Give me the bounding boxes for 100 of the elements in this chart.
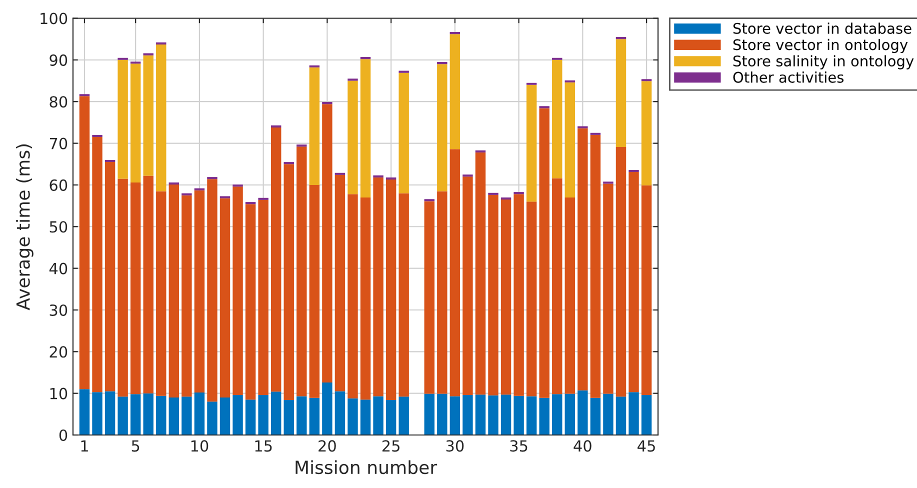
bar [628, 172, 639, 392]
bar [348, 194, 358, 398]
bar [641, 185, 652, 395]
bar [322, 104, 332, 382]
bar [168, 397, 180, 436]
bar [628, 392, 639, 436]
bar [398, 396, 409, 436]
bar [564, 394, 576, 436]
bar [156, 44, 166, 192]
bar [322, 382, 332, 436]
x-tick-label: 15 [255, 440, 272, 452]
bar [360, 400, 371, 436]
bar [386, 180, 396, 400]
bar [616, 147, 626, 397]
bar [603, 184, 614, 394]
x-tick-label: 10 [191, 440, 208, 452]
bar [156, 191, 166, 396]
legend-label: Store vector in database [733, 22, 912, 34]
bar [539, 398, 550, 436]
bar [462, 394, 473, 436]
bar [526, 84, 537, 202]
x-tick-label: 5 [132, 440, 140, 452]
bar [118, 396, 128, 436]
x-tick-label: 1 [81, 440, 88, 452]
bar [92, 392, 102, 436]
bar [143, 55, 154, 176]
bar [258, 200, 268, 395]
bar [424, 201, 434, 394]
bar [182, 195, 192, 397]
bar [360, 197, 371, 400]
bar [539, 108, 550, 398]
bar [450, 149, 460, 396]
bar [488, 194, 498, 396]
bar [270, 127, 282, 392]
bar [641, 81, 652, 186]
y-tick-label: 30 [50, 304, 68, 316]
bar [386, 177, 396, 180]
bar [552, 178, 562, 394]
bar [104, 162, 116, 392]
bar [92, 137, 102, 392]
bar [450, 34, 460, 150]
bar [500, 394, 512, 436]
bar [207, 402, 218, 436]
bar [309, 184, 320, 398]
bar [424, 394, 434, 436]
bar [168, 182, 180, 185]
x-tick-label: 35 [510, 440, 528, 452]
bar [309, 398, 320, 436]
legend-label: Store salinity in ontology [733, 55, 914, 70]
bar [194, 392, 205, 436]
bar [348, 398, 358, 436]
bar [475, 152, 486, 395]
bar [462, 176, 473, 395]
bar [578, 390, 588, 436]
bar [143, 393, 154, 436]
bar [156, 396, 166, 436]
y-tick-label: 0 [59, 429, 68, 442]
bar [616, 39, 626, 148]
bar [437, 394, 448, 436]
bar [309, 67, 320, 185]
bar [373, 177, 384, 396]
y-tick-label: 50 [50, 221, 68, 233]
bar [360, 59, 371, 198]
y-tick-label: 60 [50, 179, 68, 191]
bar [168, 184, 180, 398]
bar [296, 146, 307, 396]
bar [245, 400, 256, 436]
legend-label: Store vector in ontology [733, 38, 908, 54]
bar [500, 200, 512, 395]
bar [220, 397, 230, 436]
bar [118, 178, 128, 397]
bar [628, 170, 639, 172]
bar [514, 194, 524, 396]
y-tick-label: 80 [50, 96, 68, 108]
y-tick-label: 100 [40, 12, 68, 24]
bar [373, 396, 384, 436]
y-tick-label: 90 [50, 54, 68, 66]
y-tick-label: 70 [50, 138, 68, 150]
y-axis-title: Average time (ms) [16, 144, 34, 310]
bar [552, 60, 562, 178]
bar [270, 392, 282, 436]
bar [514, 396, 524, 436]
bar [578, 128, 588, 390]
bar [450, 396, 460, 436]
bar [182, 396, 192, 436]
bar [475, 394, 486, 436]
bar [552, 394, 562, 436]
bar [92, 134, 102, 138]
x-tick-label: 25 [382, 440, 400, 452]
bar [194, 190, 205, 392]
bar [386, 400, 396, 436]
bar [398, 72, 409, 194]
bar [526, 396, 537, 436]
bar [641, 394, 652, 436]
x-tick-label: 40 [574, 440, 592, 452]
bar [143, 176, 154, 394]
bar [348, 80, 358, 194]
bar [500, 197, 512, 200]
bar [334, 174, 346, 392]
x-tick-label: 20 [318, 440, 336, 452]
